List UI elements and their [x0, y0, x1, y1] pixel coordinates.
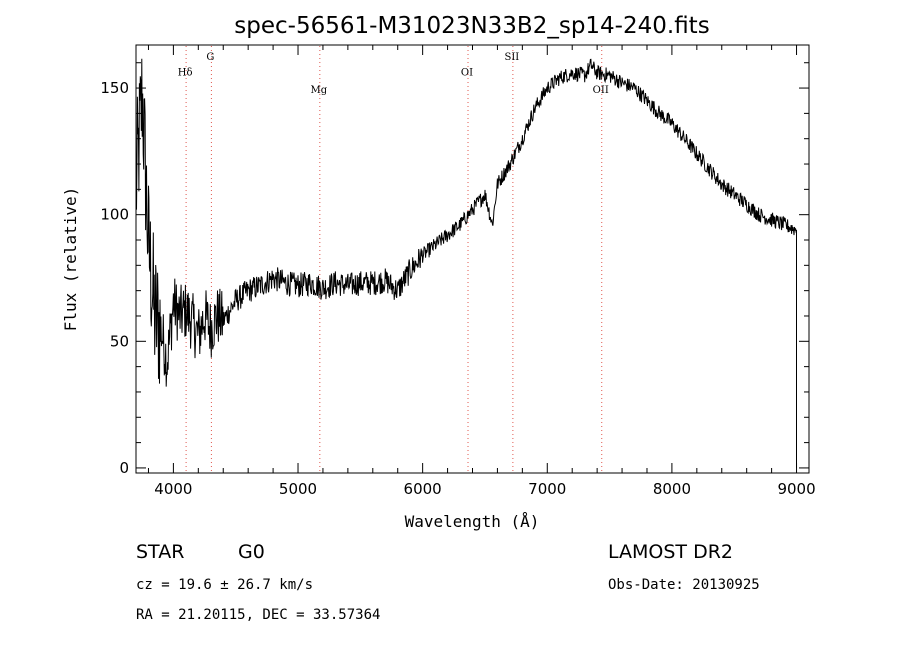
object-subclass: G0 — [238, 541, 265, 563]
spectral-line-label: G — [206, 52, 214, 63]
plot-frame — [135, 44, 810, 474]
chart-title: spec-56561-M31023N33B2_sp14-240.fits — [234, 13, 709, 39]
y-tick-label: 150 — [100, 79, 129, 97]
spectral-line-label: OI — [461, 67, 473, 78]
coordinates: RA = 21.20115, DEC = 33.57364 — [136, 607, 380, 623]
object-class: STAR — [136, 541, 184, 563]
spectral-line-label: OII — [593, 85, 609, 96]
x-axis-ticks: 4000 5000 6000 7000 8000 9000 — [147, 45, 816, 498]
x-tick-label: 9000 — [777, 480, 815, 498]
redshift-value: cz = 19.6 ± 26.7 km/s — [136, 577, 313, 593]
spectral-line-label: SII — [504, 52, 519, 63]
x-tick-label: 7000 — [528, 480, 566, 498]
plot-area: Hδ G Mg OI SII OII 4000 5000 6000 7000 8000 9000 0… — [100, 44, 816, 498]
x-tick-label: 4000 — [154, 480, 192, 498]
x-axis-label: Wavelength (Å) — [405, 512, 540, 531]
x-tick-label: 8000 — [653, 480, 691, 498]
info-panel: STAR G0 LAMOST DR2 cz = 19.6 ± 26.7 km/s… — [136, 541, 760, 623]
observation-date: Obs-Date: 20130925 — [608, 577, 760, 593]
x-tick-label: 6000 — [404, 480, 442, 498]
flux-series-line — [135, 58, 797, 468]
spectral-line-label: Mg — [311, 85, 328, 96]
y-axis-ticks: 0 50 100 150 — [100, 62, 809, 477]
spectral-line-label: Hδ — [178, 67, 193, 78]
y-tick-label: 50 — [110, 332, 129, 350]
y-tick-label: 0 — [119, 459, 129, 477]
survey-name: LAMOST DR2 — [608, 541, 733, 563]
y-tick-label: 100 — [100, 206, 129, 224]
spectral-line-markers: Hδ G Mg OI SII OII — [178, 46, 609, 472]
y-axis-label: Flux (relative) — [61, 187, 80, 332]
x-tick-label: 5000 — [279, 480, 317, 498]
